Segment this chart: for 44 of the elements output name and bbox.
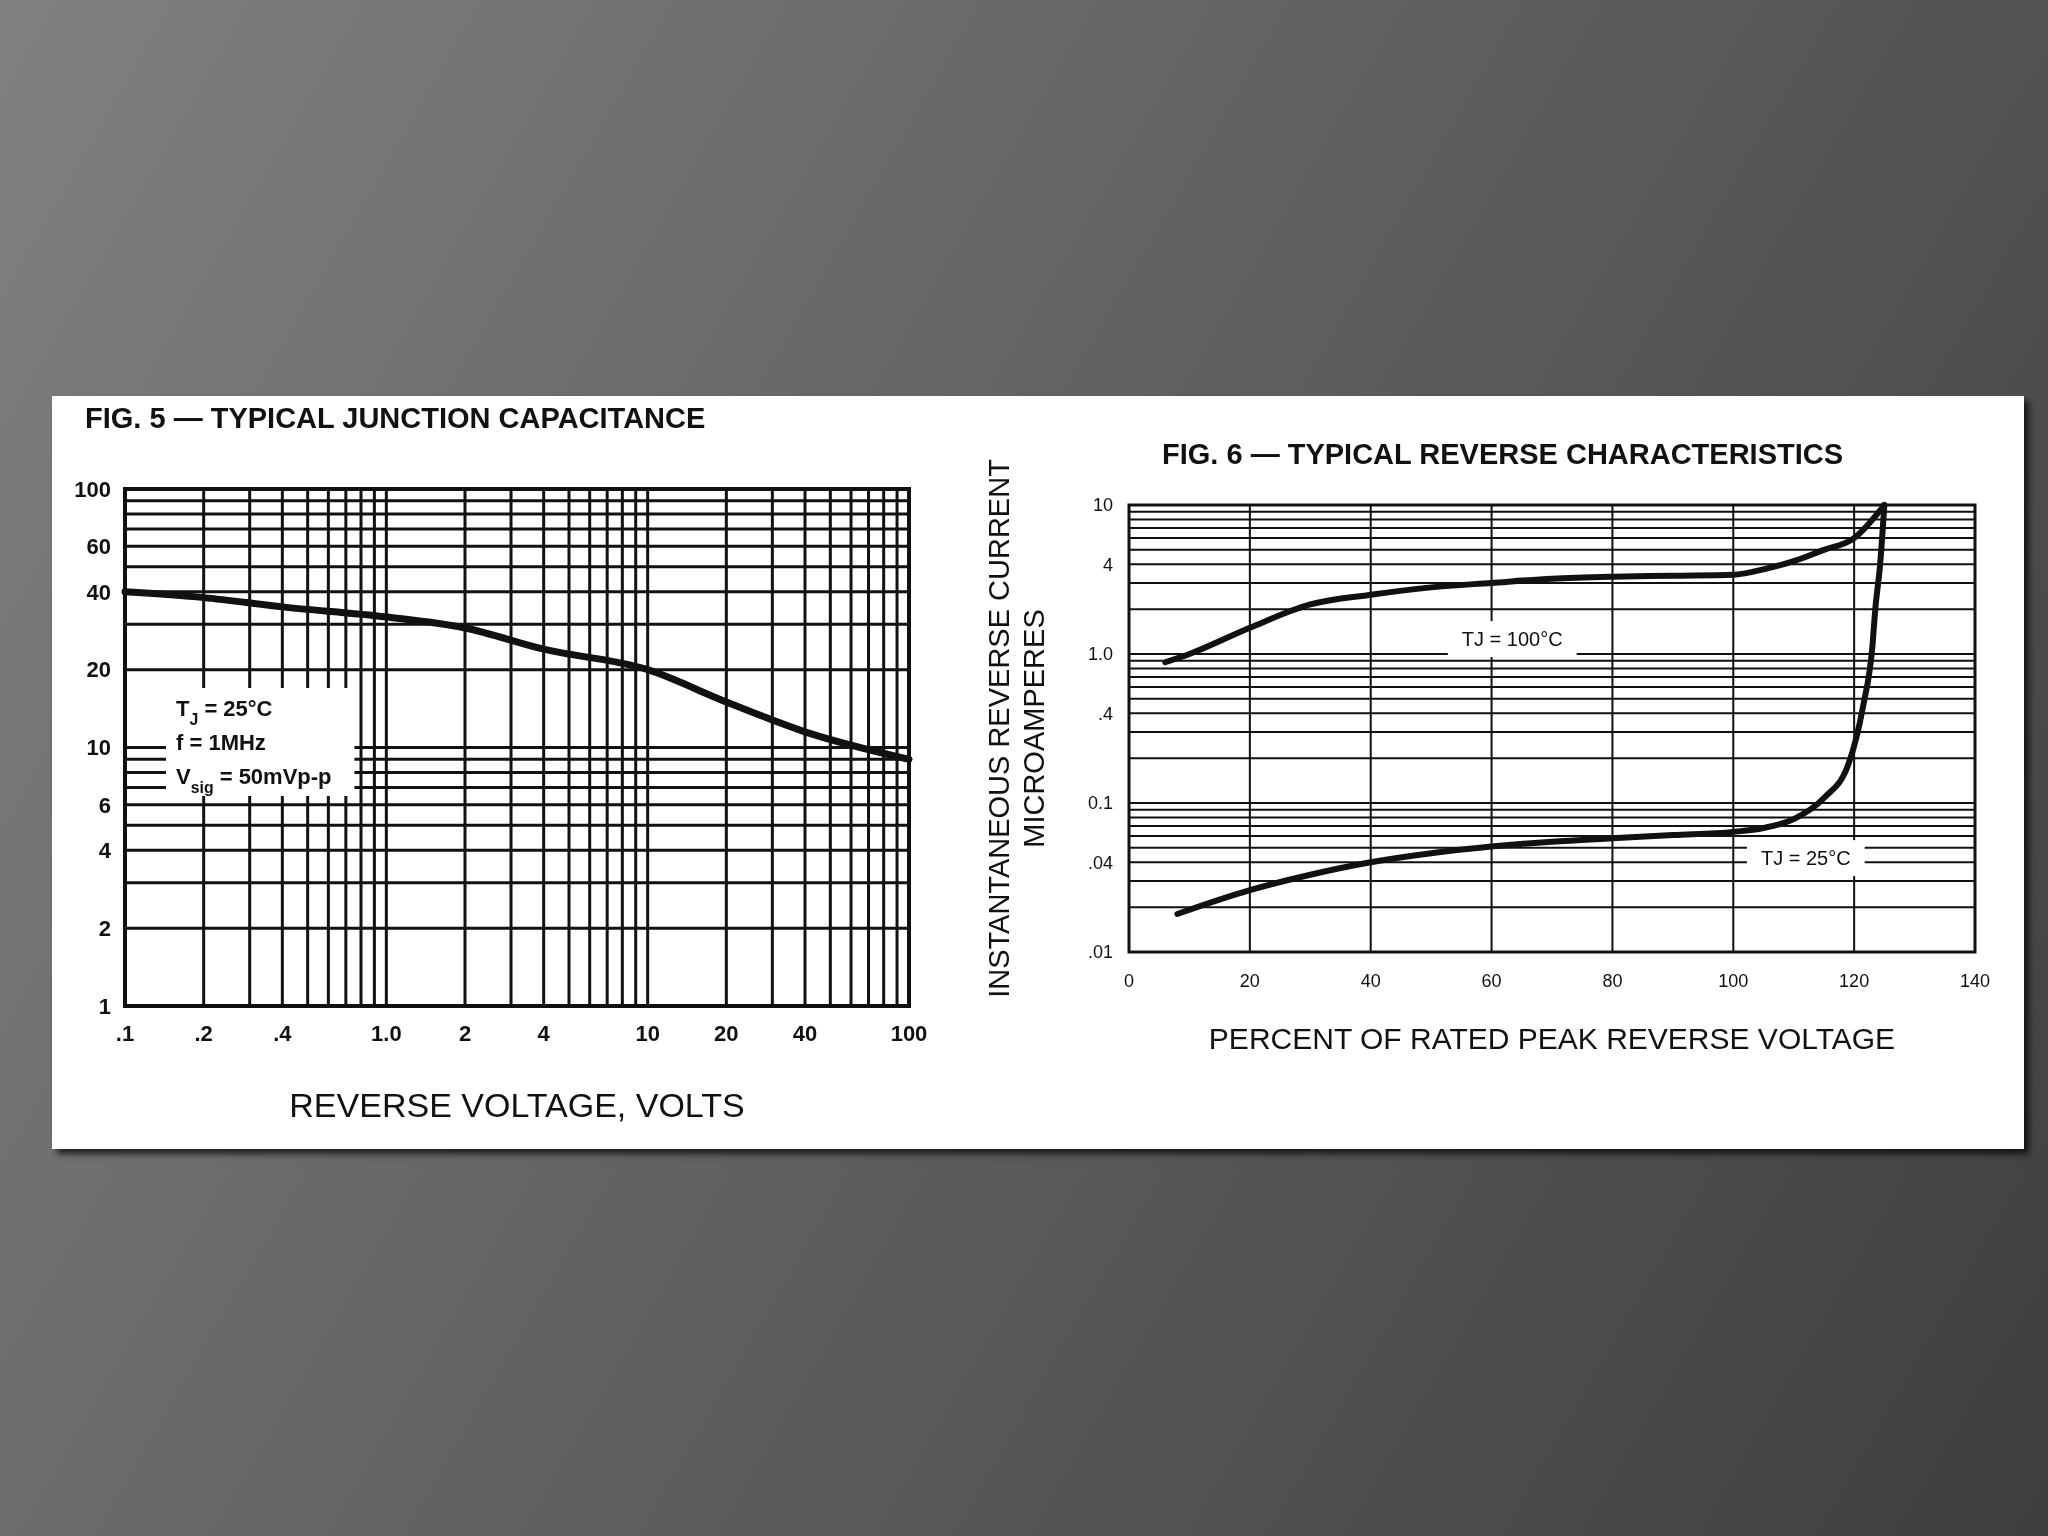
y-tick-label: 1 [98, 993, 111, 1019]
y-tick-label: 6 [98, 792, 111, 818]
y-tick-label: .01 [1087, 942, 1113, 963]
y-tick-label: .04 [1087, 852, 1113, 873]
y-tick-label: 4 [1102, 554, 1113, 575]
y-tick-label: 2 [98, 915, 111, 941]
x-tick-label: 80 [1602, 971, 1623, 991]
y-tick-label: 10 [1092, 495, 1113, 516]
x-tick-label: 100 [890, 1021, 928, 1046]
x-tick-label: 20 [1239, 971, 1260, 991]
y-axis-title: INSTANTANEOUS REVERSE CURRENT MICROAMPERES [983, 458, 1050, 998]
x-tick-label: 40 [1360, 971, 1381, 991]
x-tick-label: 120 [1839, 971, 1870, 991]
x-tick-label: 20 [714, 1021, 739, 1046]
x-tick-label: 140 [1959, 971, 1991, 991]
annotation: V$_{sig}$ = 50mVp-p [176, 764, 332, 796]
x-tick-label: .1 [115, 1021, 135, 1046]
x-tick-label: .4 [273, 1021, 293, 1046]
x-tick-label: 10 [635, 1021, 660, 1046]
y-tick-label: 100 [74, 476, 111, 502]
y-tick-label: 20 [86, 657, 111, 683]
y-tick-label: 40 [86, 579, 111, 605]
x-tick-label: 2 [458, 1021, 472, 1046]
x-tick-label: 100 [1718, 971, 1749, 991]
x-tick-label: .2 [194, 1021, 213, 1046]
annotation: T$_{J}$ = 25°C [176, 696, 273, 728]
chart-title: FIG. 5 — TYPICAL JUNCTION CAPACITANCE [85, 402, 706, 434]
y-tick-label: 1.0 [1087, 644, 1113, 665]
annotation: f = 1MHz [176, 730, 266, 755]
x-tick-label: 4 [537, 1021, 551, 1046]
y-tick-label: 10 [86, 735, 111, 761]
x-tick-label: 60 [1481, 971, 1502, 991]
y-tick-label: 4 [98, 838, 112, 864]
x-tick-label: 1.0 [371, 1021, 402, 1046]
x-tick-label: 0 [1123, 971, 1135, 991]
y-tick-label: 0.1 [1087, 793, 1113, 814]
chart-title: FIG. 6 — TYPICAL REVERSE CHARACTERISTICS [1162, 438, 1844, 470]
series-label: TJ = 25°C [1760, 847, 1851, 870]
x-axis-title: REVERSE VOLTAGE, VOLTS [289, 1086, 745, 1124]
x-axis-title: PERCENT OF RATED PEAK REVERSE VOLTAGE [1208, 1022, 1896, 1055]
text: TJ = 100°C [1461, 628, 1563, 651]
y-tick-label: 60 [86, 534, 111, 560]
y-tick-label: .4 [1097, 703, 1113, 724]
x-tick-label: 40 [792, 1021, 818, 1046]
